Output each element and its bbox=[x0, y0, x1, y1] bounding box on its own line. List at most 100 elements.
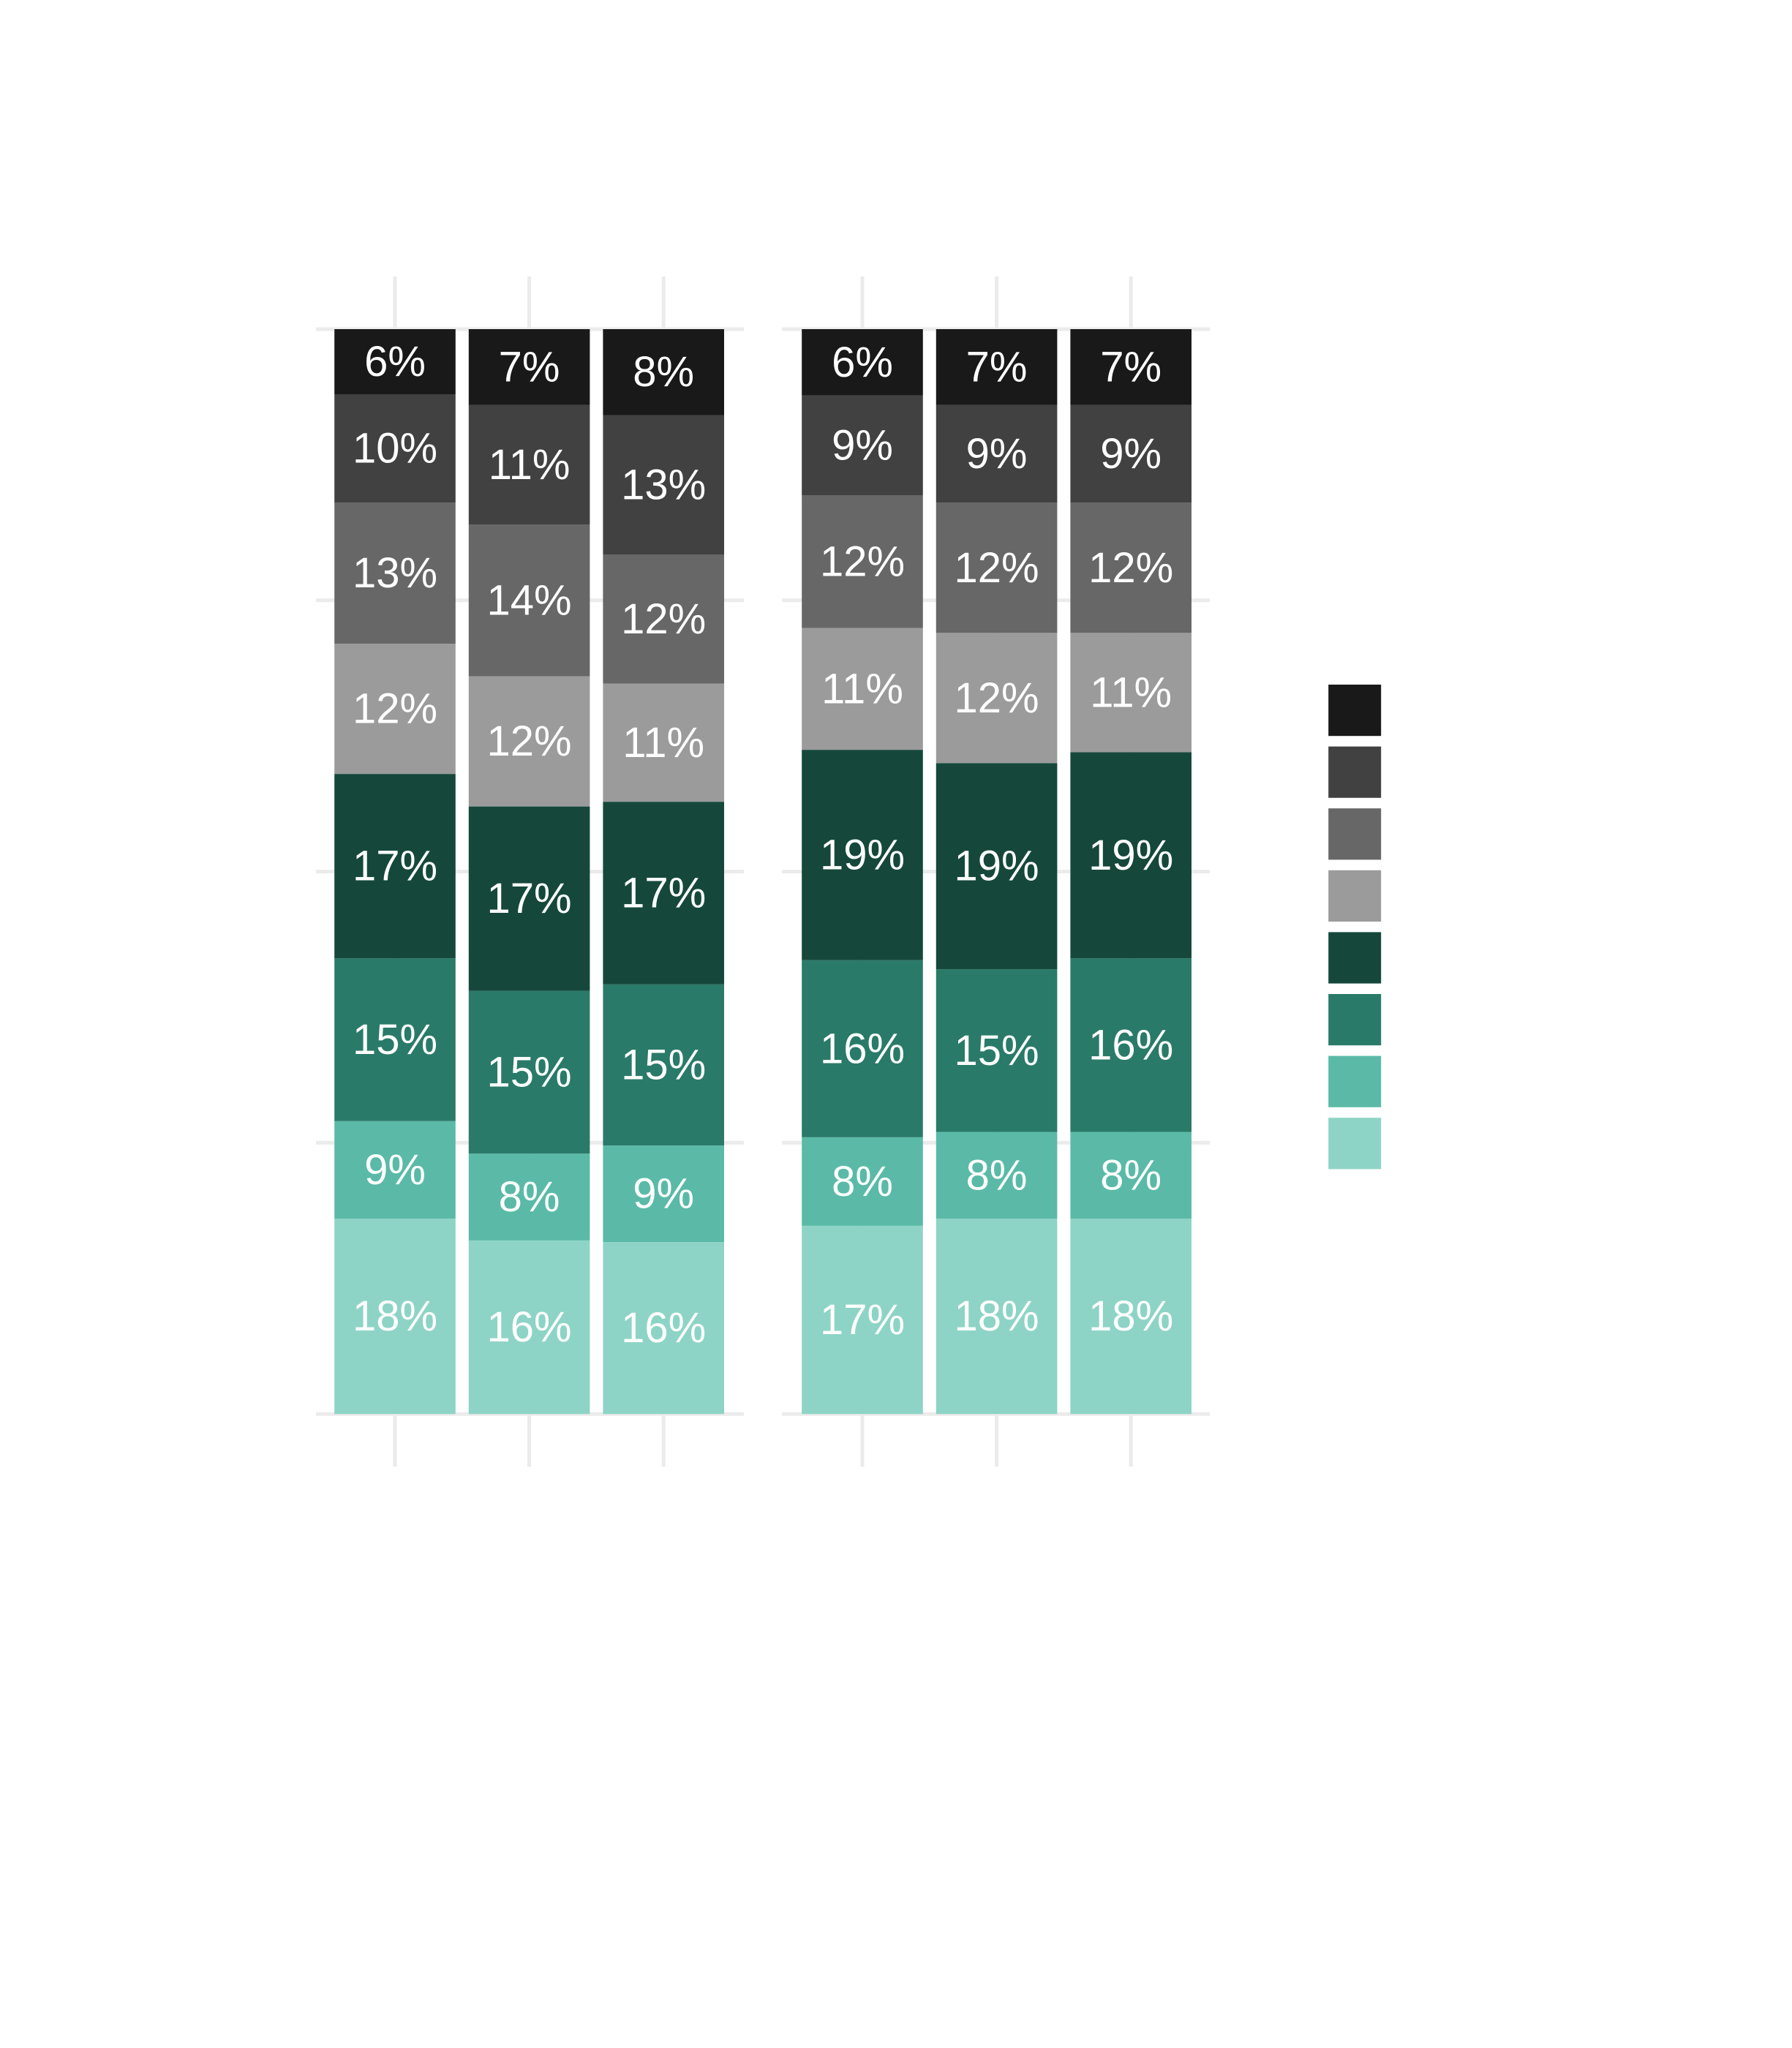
segment-label: 11% bbox=[1090, 669, 1172, 716]
segment-label: 15% bbox=[621, 1041, 706, 1088]
bar-segment bbox=[935, 763, 1058, 970]
segment-label: 8% bbox=[966, 1151, 1028, 1199]
legend-key bbox=[1328, 1055, 1382, 1107]
segment-label: 7% bbox=[966, 343, 1028, 391]
segment-label: 12% bbox=[1088, 544, 1173, 592]
segment-label: 9% bbox=[966, 430, 1028, 478]
segment-label: 8% bbox=[633, 348, 694, 396]
segment-label: 9% bbox=[832, 421, 893, 469]
segment-label: 6% bbox=[832, 339, 893, 386]
bar-segment bbox=[468, 329, 590, 405]
segment-label: 12% bbox=[621, 595, 706, 643]
bar-segment bbox=[334, 394, 456, 503]
bar-segment bbox=[1070, 633, 1191, 753]
bar-segment bbox=[935, 633, 1058, 764]
segment-label: 18% bbox=[955, 1292, 1039, 1340]
bar-segment bbox=[603, 329, 724, 415]
bar-segment bbox=[935, 502, 1058, 633]
segment-label: 16% bbox=[621, 1304, 706, 1352]
bars: 18% 9% 15% 17% 12% 13% 10% 6% 16% 8% 15% 17% 12% 14% 1… bbox=[334, 329, 1191, 1415]
segment-label: 7% bbox=[499, 343, 560, 391]
segment-label: 13% bbox=[621, 461, 706, 508]
bar-segment bbox=[935, 969, 1058, 1132]
legend bbox=[1328, 685, 1382, 1170]
bar-segment bbox=[1070, 958, 1191, 1132]
bar-segment bbox=[468, 1153, 590, 1241]
bar-segment bbox=[802, 329, 923, 396]
segment-label: 16% bbox=[487, 1303, 572, 1351]
bar-segment bbox=[1070, 404, 1191, 503]
bar-segment bbox=[802, 1225, 923, 1415]
bar-segment bbox=[802, 960, 923, 1137]
bar-segment bbox=[1070, 502, 1191, 633]
bar-segment bbox=[603, 683, 724, 802]
segment-label: 9% bbox=[1100, 430, 1162, 478]
bar-segment bbox=[468, 990, 590, 1154]
bar-segment bbox=[935, 329, 1058, 405]
bar-segment bbox=[1070, 1132, 1191, 1219]
segment-label: 12% bbox=[955, 544, 1039, 592]
segment-label: 9% bbox=[364, 1146, 426, 1194]
segment-label: 16% bbox=[820, 1025, 905, 1072]
segment-label: 8% bbox=[832, 1158, 893, 1205]
segment-label: 10% bbox=[353, 425, 437, 473]
bar-segment bbox=[603, 415, 724, 555]
bar-segment bbox=[603, 554, 724, 684]
segment-label: 6% bbox=[364, 338, 426, 385]
segment-label: 19% bbox=[820, 831, 905, 878]
bar-segment bbox=[1070, 329, 1191, 405]
legend-key bbox=[1328, 746, 1382, 798]
legend-key bbox=[1328, 994, 1382, 1046]
bar-segment bbox=[468, 676, 590, 807]
bar-segment bbox=[603, 802, 724, 985]
bar-segment bbox=[334, 958, 456, 1121]
bar-segment bbox=[468, 404, 590, 524]
segment-label: 18% bbox=[1088, 1292, 1173, 1340]
bar-segment bbox=[1070, 1219, 1191, 1415]
bar-segment bbox=[802, 1137, 923, 1226]
legend-key bbox=[1328, 685, 1382, 737]
bar-segment bbox=[334, 644, 456, 775]
segment-label: 11% bbox=[489, 441, 571, 489]
bar-segment bbox=[468, 1240, 590, 1415]
bar-segment bbox=[468, 806, 590, 991]
segment-label: 8% bbox=[1100, 1151, 1162, 1199]
segment-label: 14% bbox=[487, 576, 572, 624]
bar-segment bbox=[603, 1145, 724, 1243]
segment-label: 12% bbox=[353, 685, 437, 733]
segment-label: 15% bbox=[955, 1027, 1039, 1074]
bar-segment bbox=[935, 404, 1058, 503]
segment-label: 15% bbox=[487, 1048, 572, 1096]
bar-segment bbox=[802, 628, 923, 750]
segment-label: 17% bbox=[487, 875, 572, 922]
bar-segment bbox=[334, 1219, 456, 1415]
bar-segment bbox=[334, 329, 456, 394]
segment-label: 11% bbox=[821, 665, 903, 712]
bar-segment bbox=[802, 750, 923, 960]
segment-label: 11% bbox=[622, 719, 704, 767]
legend-key bbox=[1328, 808, 1382, 860]
bar-segment bbox=[603, 984, 724, 1146]
bar-segment bbox=[802, 395, 923, 496]
segment-label: 12% bbox=[955, 674, 1039, 722]
segment-label: 13% bbox=[353, 549, 437, 597]
bar-segment bbox=[334, 774, 456, 959]
bar-segment bbox=[334, 1121, 456, 1219]
bar-segment bbox=[935, 1132, 1058, 1219]
segment-label: 19% bbox=[955, 843, 1039, 890]
segment-label: 17% bbox=[621, 869, 706, 916]
segment-label: 18% bbox=[353, 1292, 437, 1340]
bar-segment bbox=[334, 502, 456, 644]
segment-label: 17% bbox=[353, 843, 437, 890]
segment-label: 7% bbox=[1100, 343, 1162, 391]
segment-label: 12% bbox=[487, 718, 572, 765]
segment-label: 17% bbox=[820, 1296, 905, 1344]
legend-key bbox=[1328, 932, 1382, 984]
legend-key bbox=[1328, 870, 1382, 922]
segment-label: 15% bbox=[353, 1016, 437, 1063]
bar-segment bbox=[935, 1219, 1058, 1415]
segment-label: 12% bbox=[820, 538, 905, 585]
bar-segment bbox=[802, 495, 923, 628]
segment-label: 8% bbox=[499, 1173, 560, 1221]
